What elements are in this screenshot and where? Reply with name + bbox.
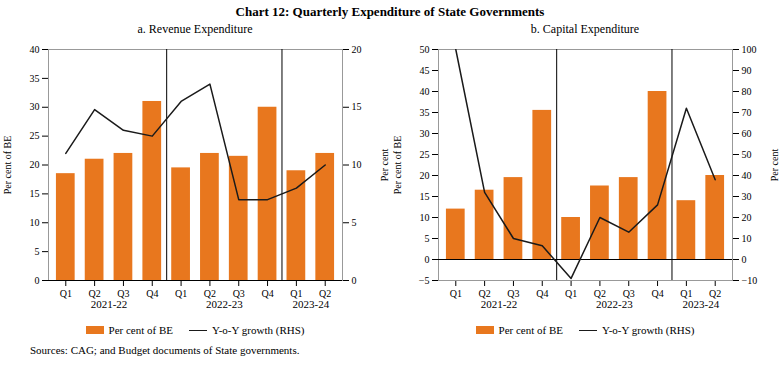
svg-text:25: 25 <box>30 130 40 141</box>
html-text:Y-o-Y growth (RHS): Y-o-Y growth (RHS) <box>212 324 305 336</box>
svg-text:20: 20 <box>352 44 362 55</box>
svg-text:30: 30 <box>742 191 752 202</box>
html-text:b. Capital Expenditure: b. Capital Expenditure <box>530 22 640 36</box>
svg-text:Q3: Q3 <box>233 288 245 299</box>
svg-text:Q1: Q1 <box>175 288 187 299</box>
html-text:a. Revenue Expenditure: a. Revenue Expenditure <box>137 22 253 36</box>
svg-text:Per cent of BE: Per cent of BE <box>392 136 403 195</box>
svg-text:10: 10 <box>30 217 40 228</box>
svg-text:25: 25 <box>420 149 430 160</box>
svg-text:2022-23: 2022-23 <box>206 298 243 310</box>
svg-text:0: 0 <box>425 254 430 265</box>
svg-text:Q2: Q2 <box>479 288 491 299</box>
svg-text:40: 40 <box>30 44 40 55</box>
svg-text:5: 5 <box>425 233 430 244</box>
svg-text:Q1: Q1 <box>60 288 72 299</box>
svg-text:40: 40 <box>742 170 752 181</box>
svg-text:90: 90 <box>742 65 752 76</box>
svg-text:2021-22: 2021-22 <box>91 298 128 310</box>
svg-text:Q2: Q2 <box>204 288 216 299</box>
svg-text:20: 20 <box>30 159 40 170</box>
svg-text:Per cent of BE: Per cent of BE <box>2 136 13 195</box>
svg-text:Q3: Q3 <box>507 288 519 299</box>
svg-text:Q1: Q1 <box>565 288 577 299</box>
svg-text:2021-22: 2021-22 <box>481 298 518 310</box>
svg-text:10: 10 <box>420 212 430 223</box>
html-text:Per cent of BE: Per cent of BE <box>108 324 173 336</box>
svg-text:−5: −5 <box>419 275 430 286</box>
svg-text:35: 35 <box>420 107 430 118</box>
svg-text:Q4: Q4 <box>651 288 663 299</box>
svg-text:Q2: Q2 <box>89 288 101 299</box>
svg-text:Per cent: Per cent <box>769 149 780 182</box>
svg-text:20: 20 <box>420 170 430 181</box>
html-text:Per cent of BE: Per cent of BE <box>498 324 563 336</box>
svg-text:Q4: Q4 <box>146 288 158 299</box>
svg-text:60: 60 <box>742 128 752 139</box>
html-text:Sources: CAG; and Budget docum: Sources: CAG; and Budget documents of St… <box>30 344 300 356</box>
svg-text:0: 0 <box>352 275 357 286</box>
svg-text:30: 30 <box>420 128 430 139</box>
svg-text:40: 40 <box>420 86 430 97</box>
svg-text:5: 5 <box>35 246 40 257</box>
html-text:Chart 12: Quarterly Expenditur: Chart 12: Quarterly Expenditure of State… <box>235 4 545 19</box>
svg-text:Q4: Q4 <box>261 288 273 299</box>
svg-text:Q4: Q4 <box>536 288 548 299</box>
svg-text:50: 50 <box>742 149 752 160</box>
svg-text:10: 10 <box>742 233 752 244</box>
svg-text:35: 35 <box>30 73 40 84</box>
html-text:Y-o-Y growth (RHS): Y-o-Y growth (RHS) <box>602 324 695 336</box>
svg-text:Q3: Q3 <box>117 288 129 299</box>
svg-text:Q2: Q2 <box>319 288 331 299</box>
svg-text:Q3: Q3 <box>623 288 635 299</box>
svg-text:Q1: Q1 <box>450 288 462 299</box>
svg-text:2022-23: 2022-23 <box>596 298 633 310</box>
svg-text:Q1: Q1 <box>290 288 302 299</box>
svg-text:0: 0 <box>35 275 40 286</box>
svg-text:45: 45 <box>420 65 430 76</box>
svg-text:Q2: Q2 <box>594 288 606 299</box>
svg-text:15: 15 <box>352 101 362 112</box>
svg-text:Q2: Q2 <box>709 288 721 299</box>
svg-text:100: 100 <box>742 44 757 55</box>
svg-text:2023-24: 2023-24 <box>292 298 329 310</box>
svg-text:Per cent: Per cent <box>379 149 390 182</box>
svg-text:70: 70 <box>742 107 752 118</box>
svg-text:Q1: Q1 <box>680 288 692 299</box>
svg-text:10: 10 <box>352 159 362 170</box>
svg-text:0: 0 <box>742 254 747 265</box>
svg-text:80: 80 <box>742 86 752 97</box>
svg-text:15: 15 <box>30 188 40 199</box>
svg-text:30: 30 <box>30 101 40 112</box>
svg-text:5: 5 <box>352 217 357 228</box>
svg-text:−10: −10 <box>742 275 758 286</box>
svg-text:20: 20 <box>742 212 752 223</box>
svg-text:50: 50 <box>420 44 430 55</box>
svg-text:15: 15 <box>420 191 430 202</box>
svg-text:2023-24: 2023-24 <box>682 298 719 310</box>
